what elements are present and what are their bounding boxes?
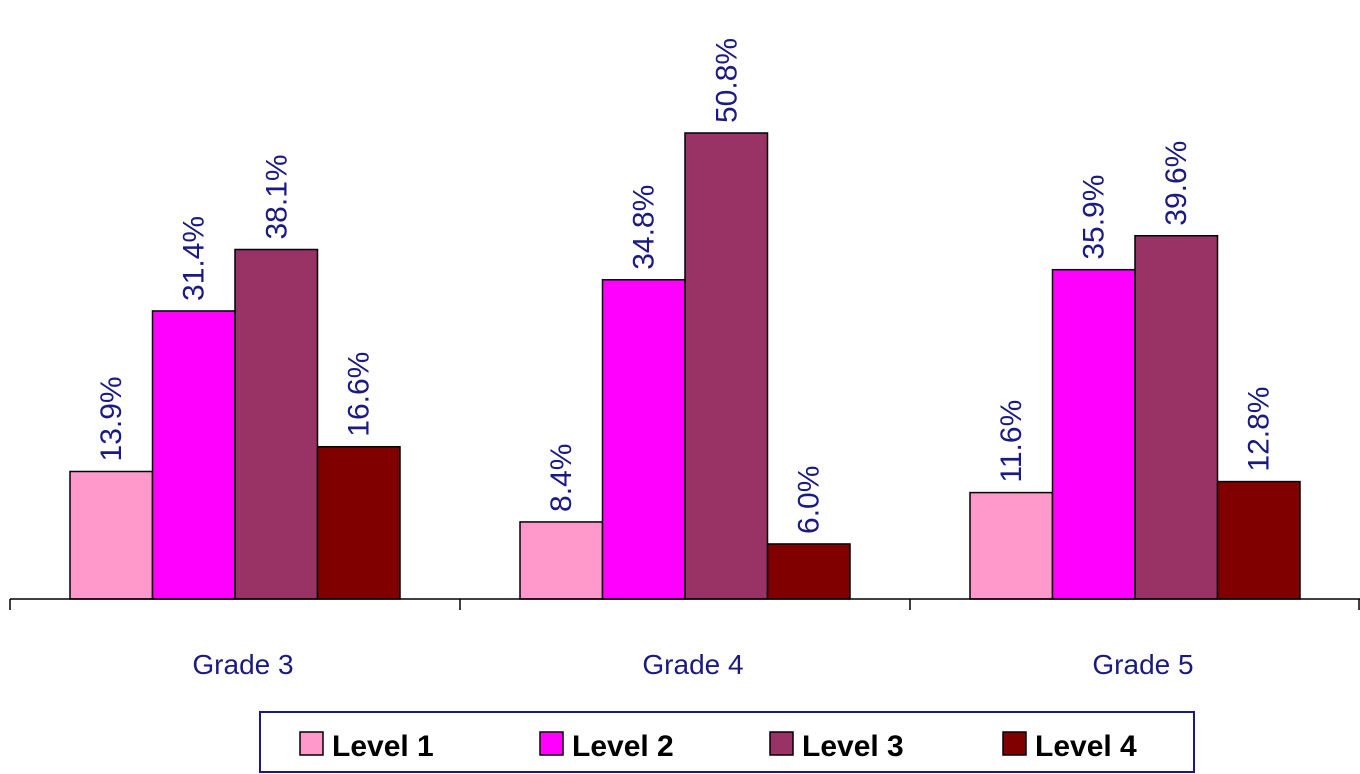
bar-grade-5-level-4 <box>1216 480 1301 600</box>
value-label-grade-3-level-1: 13.9% <box>95 376 128 461</box>
x-axis <box>9 598 1360 610</box>
bar-grade-3-level-4 <box>316 445 401 600</box>
bar-grade-5-level-1 <box>969 491 1054 600</box>
category-label-grade-4: Grade 4 <box>642 649 743 680</box>
legend-swatch-level-2 <box>539 731 564 756</box>
bar-grade-4-level-1 <box>519 521 604 600</box>
bar-grade-4-level-2 <box>601 279 686 600</box>
value-label-grade-3-level-3: 38.1% <box>260 154 293 239</box>
bar-grade-3-level-2 <box>151 310 236 600</box>
value-label-grade-4-level-1: 8.4% <box>545 444 578 512</box>
category-labels-layer: Grade 3 Grade 4 Grade 5 <box>192 649 1193 680</box>
bar-grade-5-level-3 <box>1134 234 1219 600</box>
bar-grade-5-level-2 <box>1051 268 1136 600</box>
legend-swatch-level-1 <box>299 731 324 756</box>
bar-grade-4-level-3 <box>684 132 769 600</box>
bar-grade-3-level-3 <box>234 248 319 600</box>
bars-layer <box>69 132 1301 600</box>
value-label-grade-3-level-2: 31.4% <box>178 216 211 301</box>
legend-box <box>259 711 1195 773</box>
legend-swatch-level-3 <box>769 731 794 756</box>
legend: Level 1 Level 2 Level 3 Level 4 <box>259 711 1195 773</box>
value-labels-layer: 13.9% 31.4% 38.1% 16.6% 8.4% 34.8% 50.8% 6.0% 11… <box>95 38 1276 534</box>
value-label-grade-5-level-1: 11.6% <box>995 400 1028 483</box>
bar-grade-3-level-1 <box>69 470 154 600</box>
value-label-grade-3-level-4: 16.6% <box>343 352 376 437</box>
legend-label-level-2: Level 2 <box>572 730 674 763</box>
value-label-grade-4-level-3: 50.8% <box>710 38 743 123</box>
bar-grade-4-level-4 <box>766 543 851 600</box>
category-label-grade-3: Grade 3 <box>192 649 293 680</box>
value-label-grade-5-level-3: 39.6% <box>1160 141 1193 226</box>
category-label-grade-5: Grade 5 <box>1092 649 1193 680</box>
legend-swatch-level-4 <box>1002 731 1027 756</box>
legend-label-level-1: Level 1 <box>332 730 434 763</box>
value-label-grade-5-level-2: 35.9% <box>1078 175 1111 260</box>
value-label-grade-4-level-4: 6.0% <box>793 466 826 534</box>
value-label-grade-4-level-2: 34.8% <box>628 185 661 270</box>
legend-label-level-3: Level 3 <box>802 730 904 763</box>
value-label-grade-5-level-4: 12.8% <box>1243 387 1276 472</box>
legend-label-level-4: Level 4 <box>1035 730 1137 763</box>
